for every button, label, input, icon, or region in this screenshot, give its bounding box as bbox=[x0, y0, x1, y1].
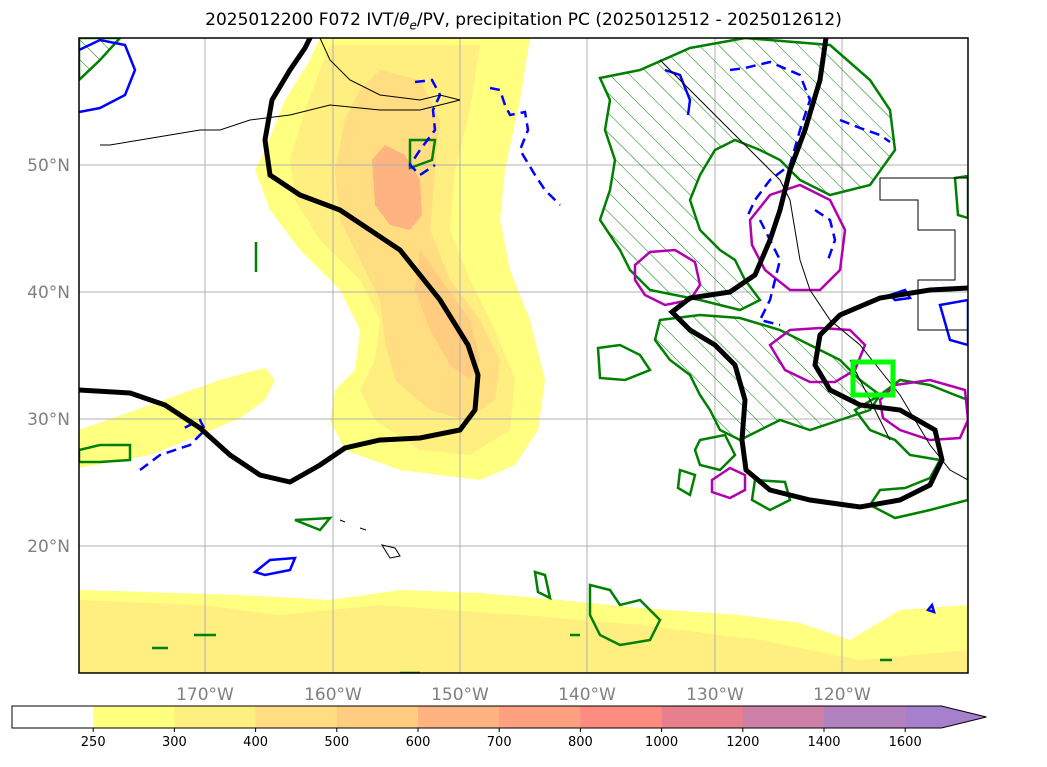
colorbar-tick-label: 250 bbox=[81, 735, 106, 750]
coastlines bbox=[100, 38, 968, 559]
lon-label: 130°W bbox=[686, 685, 744, 705]
map-title: 2025012200 F072 IVT/θe/PV, precipitation… bbox=[205, 10, 842, 33]
precip-cell-4 bbox=[676, 468, 697, 497]
ivt-band-tropical-inner bbox=[79, 600, 968, 673]
colorbar-outline bbox=[11, 705, 987, 729]
hawaii-islands bbox=[339, 519, 401, 559]
lon-label: 170°W bbox=[176, 685, 234, 705]
colorbar-segment bbox=[499, 706, 581, 728]
precip-cell-11 bbox=[79, 38, 122, 82]
colorbar-segment bbox=[905, 706, 987, 728]
pv-ridge bbox=[668, 38, 968, 510]
precip-cell-1 bbox=[596, 343, 652, 382]
precip-cell-7 bbox=[79, 443, 132, 464]
blue-dashed-3 bbox=[814, 208, 837, 261]
magenta-loop-4 bbox=[878, 378, 968, 442]
precip-cell-8 bbox=[294, 516, 333, 532]
lon-label: 140°W bbox=[558, 685, 616, 705]
blue-solid-4 bbox=[938, 298, 968, 347]
colorbar-tick-label: 1000 bbox=[645, 735, 678, 750]
colorbar-tick-label: 1400 bbox=[807, 735, 840, 750]
lon-label: 150°W bbox=[431, 685, 489, 705]
colorbar-segment bbox=[93, 706, 175, 728]
colorbar-tick-label: 600 bbox=[406, 735, 431, 750]
precip-region-northwest bbox=[598, 38, 897, 312]
colorbar: 250 300 400 500 600 700 800 1000 1200 1400 1600 bbox=[11, 705, 987, 750]
precip-east-coast bbox=[853, 378, 968, 520]
blue-contours bbox=[79, 38, 968, 614]
coastline-north-america bbox=[879, 177, 968, 331]
colorbar-tick-label: 300 bbox=[162, 735, 187, 750]
magenta-contours bbox=[633, 183, 968, 500]
precip-cell-10 bbox=[953, 174, 968, 220]
magenta-loop-2 bbox=[633, 248, 702, 307]
precipitation-contours bbox=[79, 38, 968, 673]
latitude-labels: 50°N 40°N 30°N 20°N bbox=[27, 156, 70, 557]
lon-label: 160°W bbox=[304, 685, 362, 705]
lat-label: 40°N bbox=[27, 283, 70, 303]
ivt-band-subtropical bbox=[79, 368, 275, 468]
precip-cell-2 bbox=[693, 433, 737, 472]
precip-region-south bbox=[653, 313, 882, 442]
colorbar-segment bbox=[580, 706, 663, 728]
colorbar-segment bbox=[824, 706, 906, 728]
coastline-baja bbox=[849, 359, 891, 441]
colorbar-tick-label: 800 bbox=[568, 735, 593, 750]
colorbar-segment bbox=[336, 706, 419, 728]
colorbar-segment bbox=[661, 706, 744, 728]
blue-solid-6 bbox=[925, 602, 936, 614]
lon-label: 120°W bbox=[813, 685, 871, 705]
colorbar-segment bbox=[742, 706, 825, 728]
longitude-labels: 170°W 160°W 150°W 140°W 130°W 120°W bbox=[176, 685, 871, 705]
colorbar-tick-label: 400 bbox=[243, 735, 268, 750]
lat-label: 20°N bbox=[27, 537, 70, 557]
coastline-aleutians bbox=[100, 129, 201, 146]
colorbar-segment bbox=[174, 706, 257, 728]
lat-label: 30°N bbox=[27, 410, 70, 430]
target-region-box bbox=[850, 359, 896, 398]
precip-cell-6 bbox=[533, 570, 552, 601]
blue-dashed-6 bbox=[139, 418, 207, 471]
colorbar-tick-label: 700 bbox=[487, 735, 512, 750]
precip-cell-5 bbox=[588, 583, 662, 647]
colorbar-segment bbox=[12, 706, 94, 728]
blue-dashed-1 bbox=[729, 60, 812, 216]
colorbar-tick-label: 1600 bbox=[889, 735, 922, 750]
precip-cell-3 bbox=[750, 478, 792, 512]
colorbar-tick-label: 1200 bbox=[726, 735, 759, 750]
blue-dashed-4 bbox=[408, 78, 442, 177]
pv-contour bbox=[79, 38, 968, 510]
magenta-loop-1 bbox=[748, 183, 847, 292]
magenta-loop-3 bbox=[768, 326, 867, 384]
blue-solid-2 bbox=[252, 556, 297, 577]
coastline-bc bbox=[659, 59, 968, 481]
blue-dashed-7 bbox=[839, 118, 891, 144]
colorbar-segment bbox=[418, 706, 500, 728]
coastline-alaska bbox=[200, 38, 461, 131]
magenta-loop-5 bbox=[710, 466, 747, 500]
colorbar-tick-label: 500 bbox=[324, 735, 349, 750]
blue-dashed-5 bbox=[489, 86, 561, 206]
pv-trough bbox=[79, 38, 481, 485]
blue-solid-1 bbox=[79, 38, 137, 114]
lat-label: 50°N bbox=[27, 156, 70, 176]
colorbar-segment bbox=[255, 706, 338, 728]
map-frame bbox=[78, 37, 969, 674]
